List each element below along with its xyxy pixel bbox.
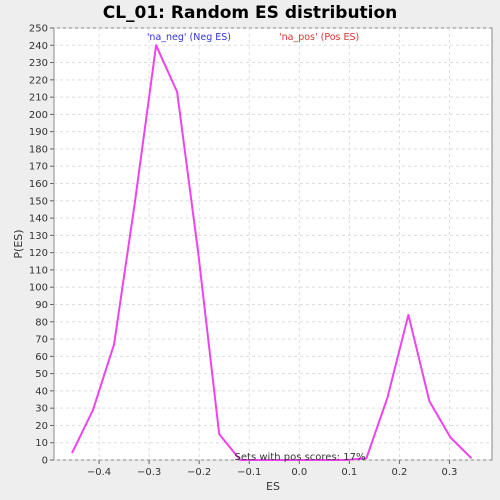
y-tick-label: 100 [29, 283, 48, 294]
y-tick-label: 110 [29, 265, 48, 276]
legend-entry-neg: 'na_neg' (Neg ES) [147, 32, 231, 43]
y-tick-label: 60 [35, 352, 48, 363]
y-tick-label: 70 [35, 335, 48, 346]
axes: 0 10 20 30 40 50 60 70 80 90 100 110 120 130 140 150 160… [29, 24, 457, 479]
y-tick-label: 50 [35, 369, 48, 380]
y-tick-label: 160 [29, 179, 48, 190]
x-tick-label: 0.1 [341, 467, 357, 478]
y-tick-label: 30 [35, 404, 48, 415]
x-tick-label: −0.2 [187, 467, 211, 478]
y-tick-label: 170 [29, 162, 48, 173]
y-tick-label: 240 [29, 41, 48, 52]
annotation-pos-scores: Sets with pos scores: 17% [235, 452, 366, 463]
y-tick-label: 40 [35, 386, 48, 397]
x-tick-label: 0.0 [291, 467, 307, 478]
y-tick-label: 80 [35, 317, 48, 328]
y-tick-label: 250 [29, 24, 48, 35]
y-tick-label: 150 [29, 196, 48, 207]
grid [54, 27, 492, 461]
y-tick-label: 220 [29, 75, 48, 86]
y-tick-label: 210 [29, 93, 48, 104]
y-tick-label: 120 [29, 248, 48, 259]
y-tick-label: 10 [35, 438, 48, 449]
x-tick-label: −0.4 [87, 467, 111, 478]
x-tick-label: −0.3 [137, 467, 161, 478]
y-tick-label: 190 [29, 127, 48, 138]
x-axis-label: ES [266, 480, 280, 493]
y-axis-label: P(ES) [12, 229, 25, 258]
series-layer [71, 44, 473, 461]
plot-area [53, 27, 493, 461]
y-tick-label: 140 [29, 214, 48, 225]
y-tick-label: 200 [29, 110, 48, 121]
x-tick-label: −0.1 [237, 467, 261, 478]
legend-entry-pos: 'na_pos' (Pos ES) [279, 32, 359, 43]
y-tick-label: 0 [42, 456, 48, 467]
y-tick-label: 130 [29, 231, 48, 242]
y-tick-label: 90 [35, 300, 48, 311]
y-tick-label: 230 [29, 58, 48, 69]
x-tick-label: 0.3 [441, 467, 457, 478]
series-line-1 [71, 44, 473, 461]
chart-title: CL_01: Random ES distribution [103, 3, 398, 23]
x-tick-label: 0.2 [391, 467, 407, 478]
y-tick-label: 20 [35, 421, 48, 432]
y-tick-label: 180 [29, 144, 48, 155]
